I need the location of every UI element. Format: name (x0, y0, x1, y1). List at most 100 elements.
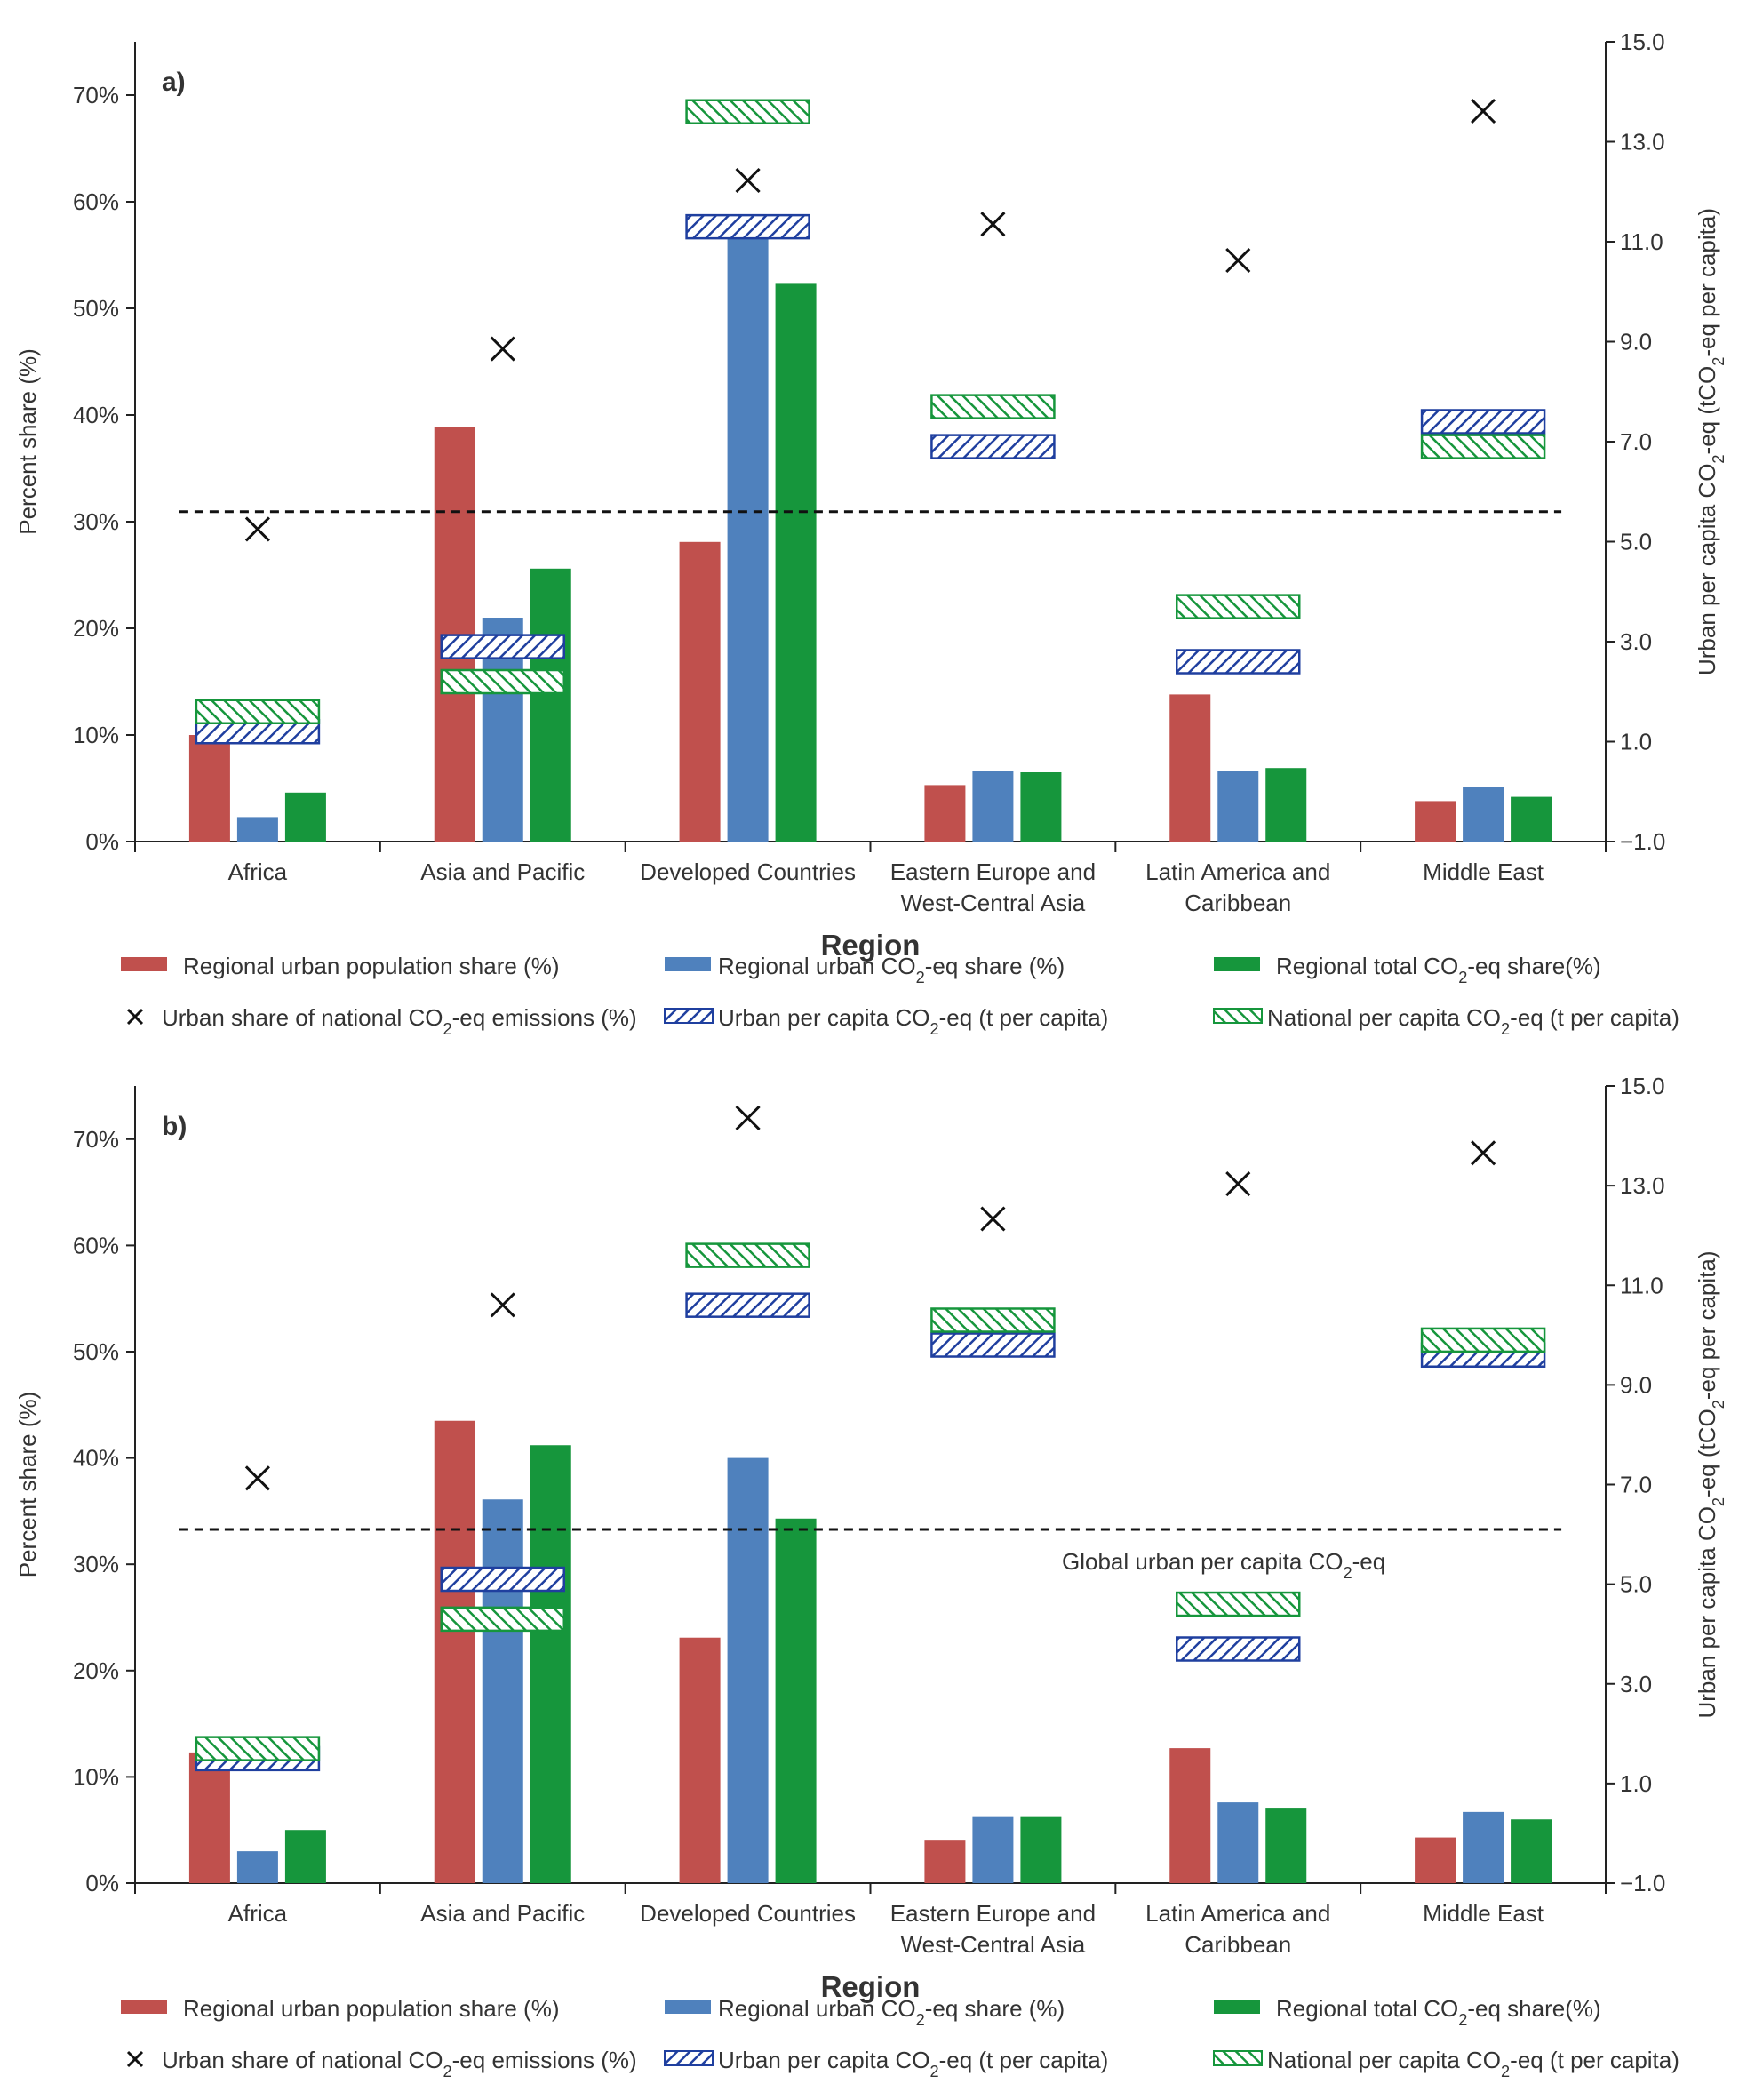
urban-national-share-marker (1225, 1170, 1251, 1197)
legend-label-urban_share: Regional urban CO2-eq share (%) (718, 1995, 1065, 2029)
legend-swatch-total_share (1214, 2000, 1260, 2014)
legend-label-population: Regional urban population share (%) (183, 953, 560, 979)
x-tick-label: Latin America and (1145, 1900, 1330, 1927)
urban-national-share-marker (1471, 98, 1496, 124)
x-tick-label: West-Central Asia (901, 1931, 1086, 1958)
y2-tick-label: −1.0 (1620, 828, 1665, 855)
y-tick-label: 0% (85, 828, 119, 855)
bar-urban_share (972, 771, 1014, 842)
urban-per-capita-marker (930, 1332, 1056, 1358)
national-per-capita-marker (1176, 1591, 1301, 1617)
legend-label-total_share: Regional total CO2-eq share(%) (1276, 1995, 1601, 2029)
bar-total_share (775, 1518, 817, 1883)
bar-total_share (1020, 772, 1062, 842)
y-tick-label: 0% (85, 1870, 119, 1896)
urban-per-capita-marker (440, 1566, 565, 1593)
y-tick-label: 20% (73, 615, 119, 642)
legend-swatch-national-pc (1213, 1008, 1263, 1024)
y-tick-label: 30% (73, 1551, 119, 1577)
bar-population (1169, 694, 1211, 842)
y2-tick-label: 11.0 (1620, 228, 1663, 255)
y2-tick-label: 1.0 (1620, 729, 1652, 755)
bar-urban_share (482, 1499, 523, 1883)
bar-total_share (284, 792, 326, 842)
y2-tick-label: 15.0 (1620, 28, 1665, 55)
y-tick-label: 60% (73, 1232, 119, 1258)
bar-population (679, 541, 721, 842)
x-axis-title: Region (821, 929, 921, 962)
y-axis-title: Percent share (%) (14, 348, 41, 535)
urban-national-share-marker (980, 1206, 1006, 1232)
urban-per-capita-marker (1176, 649, 1301, 675)
legend-swatch-national-pc (1213, 2050, 1263, 2066)
bar-urban_share (727, 228, 769, 842)
y2-tick-label: 7.0 (1620, 1472, 1652, 1498)
urban-national-share-marker (1471, 1140, 1496, 1166)
national-per-capita-marker (195, 1736, 321, 1761)
bar-total_share (1265, 1808, 1307, 1883)
bar-total_share (1265, 768, 1307, 842)
bar-total_share (284, 1830, 326, 1883)
urban-per-capita-marker (930, 434, 1056, 459)
urban-national-share-marker (735, 1105, 761, 1130)
bar-total_share (530, 568, 571, 842)
legend-panel-a: Regional urban population share (%) Regio… (121, 953, 1679, 1038)
bar-urban_share (1217, 1802, 1259, 1883)
y2-axis-title: Urban per capita CO2-eq (tCO2-eq per cap… (1694, 208, 1727, 675)
legend-swatch-population (121, 957, 167, 971)
legend-label-population: Regional urban population share (%) (183, 1995, 560, 2022)
legend-swatch-urban-pc (664, 2050, 714, 2066)
x-tick-label: West-Central Asia (901, 890, 1086, 916)
urban-per-capita-marker (685, 1292, 810, 1318)
legend-label-urban_share: Regional urban CO2-eq share (%) (718, 953, 1065, 986)
y-axis-title: Percent share (%) (14, 1392, 41, 1578)
y-tick-label: 40% (73, 1445, 119, 1472)
x-tick-label: Eastern Europe and (890, 1900, 1096, 1927)
legend-label-urban-national-share: Urban share of national CO2-eq emissions… (162, 2047, 637, 2080)
y-tick-label: 60% (73, 188, 119, 215)
y2-tick-label: 5.0 (1620, 1571, 1652, 1598)
y2-tick-label: 13.0 (1620, 1172, 1665, 1199)
legend-label-national-pc: National per capita CO2-eq (t per capita… (1267, 2047, 1679, 2080)
y2-tick-label: 5.0 (1620, 529, 1652, 555)
national-per-capita-marker (1420, 434, 1546, 459)
y-tick-label: 10% (73, 1763, 119, 1790)
x-tick-label: Middle East (1423, 1900, 1544, 1927)
y2-tick-label: 9.0 (1620, 1371, 1652, 1398)
national-per-capita-marker (1176, 594, 1301, 619)
bar-population (188, 1752, 230, 1883)
urban-national-share-marker (1225, 247, 1251, 274)
national-per-capita-marker (930, 394, 1056, 419)
panel-label: a) (162, 68, 186, 97)
national-per-capita-marker (930, 1307, 1056, 1333)
national-per-capita-marker (1420, 1327, 1546, 1353)
urban-per-capita-marker (685, 213, 810, 240)
national-per-capita-marker (440, 1606, 565, 1633)
urban-national-share-marker (980, 212, 1006, 237)
y-tick-label: 50% (73, 1338, 119, 1365)
legend-swatch-urban-pc (664, 1008, 714, 1024)
panel-b: 0% 10% 20% 30% 40% 50% 60% 70% −1.0 1.0 3.0 5.0 7.0 9… (14, 1073, 1727, 2003)
urban-national-share-marker (244, 516, 270, 542)
bar-population (1169, 1748, 1211, 1883)
x-tick-label: Middle East (1423, 858, 1544, 885)
bar-total_share (775, 283, 817, 842)
legend-swatch-population (121, 2000, 167, 2014)
bar-population (1415, 801, 1456, 842)
bar-urban_share (1463, 1811, 1504, 1883)
legend-label-urban-national-share: Urban share of national CO2-eq emissions… (162, 1004, 637, 1038)
national-per-capita-marker (685, 99, 810, 124)
x-tick-label: Asia and Pacific (420, 858, 585, 885)
bar-urban_share (236, 1851, 278, 1883)
bar-population (924, 1840, 966, 1883)
bar-total_share (530, 1445, 571, 1883)
y2-tick-label: 7.0 (1620, 428, 1652, 455)
y-tick-label: 30% (73, 508, 119, 535)
x-tick-label: Developed Countries (640, 1900, 856, 1927)
panel-label: b) (162, 1112, 187, 1141)
urban-national-share-marker (735, 167, 761, 194)
bar-urban_share (972, 1816, 1014, 1883)
y2-tick-label: 13.0 (1620, 129, 1665, 156)
y2-tick-label: 11.0 (1620, 1272, 1663, 1298)
x-tick-label: Asia and Pacific (420, 1900, 585, 1927)
